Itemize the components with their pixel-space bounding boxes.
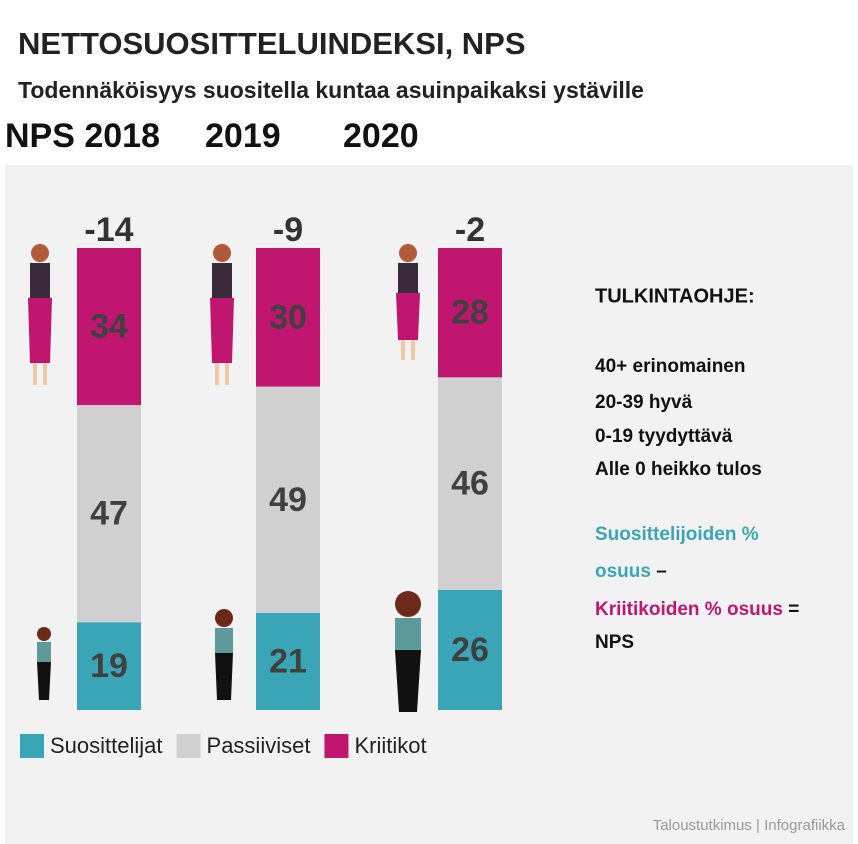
guide-line: Alle 0 heikko tulos bbox=[595, 459, 762, 480]
nps-label: -9 bbox=[273, 211, 303, 249]
guide-line: 0-19 tyydyttävä bbox=[595, 426, 733, 447]
nps-label: -14 bbox=[84, 211, 133, 249]
formula-text: osuus – bbox=[595, 561, 667, 582]
data-label: 21 bbox=[269, 642, 307, 680]
legend-label: Kriitikot bbox=[354, 733, 426, 758]
guide-line: 20-39 hyvä bbox=[595, 392, 693, 413]
data-label: 19 bbox=[90, 647, 128, 685]
legend-label: Passiiviset bbox=[207, 733, 311, 758]
infographic: NETTOSUOSITTELUINDEKSI, NPS Todennäköisy… bbox=[0, 0, 858, 844]
legend-swatch bbox=[324, 734, 348, 758]
formula-part: osuus bbox=[595, 561, 651, 582]
chart-title: NETTOSUOSITTELUINDEKSI, NPS bbox=[18, 26, 526, 61]
category-label: 2019 bbox=[205, 117, 281, 155]
formula-part: – bbox=[651, 561, 667, 582]
guide-line: 40+ erinomainen bbox=[595, 356, 745, 377]
data-label: 30 bbox=[269, 298, 307, 336]
chart-subtitle: Todennäköisyys suositella kuntaa asuinpa… bbox=[18, 77, 644, 103]
data-label: 28 bbox=[451, 294, 489, 332]
category-label: NPS 2018 bbox=[5, 117, 160, 155]
formula-part: = bbox=[783, 599, 799, 620]
nps-label: -2 bbox=[455, 211, 485, 249]
category-label: 2020 bbox=[343, 117, 419, 155]
data-label: 46 bbox=[451, 465, 489, 503]
legend-swatch bbox=[177, 734, 201, 758]
data-label: 47 bbox=[90, 495, 128, 533]
footer: Taloustutkimus | Infografiikka bbox=[653, 817, 846, 834]
data-label: 34 bbox=[90, 308, 128, 346]
legend-swatch bbox=[20, 734, 44, 758]
formula-text: Suosittelijoiden % bbox=[595, 524, 759, 545]
formula-text: NPS bbox=[595, 632, 634, 653]
guide-title: TULKINTAOHJE: bbox=[595, 285, 755, 307]
data-label: 26 bbox=[451, 631, 489, 669]
formula-part: Kriitikoiden % osuus bbox=[595, 599, 783, 620]
data-label: 49 bbox=[269, 481, 307, 519]
formula-text: Kriitikoiden % osuus = bbox=[595, 599, 799, 620]
legend-label: Suosittelijat bbox=[50, 733, 163, 758]
